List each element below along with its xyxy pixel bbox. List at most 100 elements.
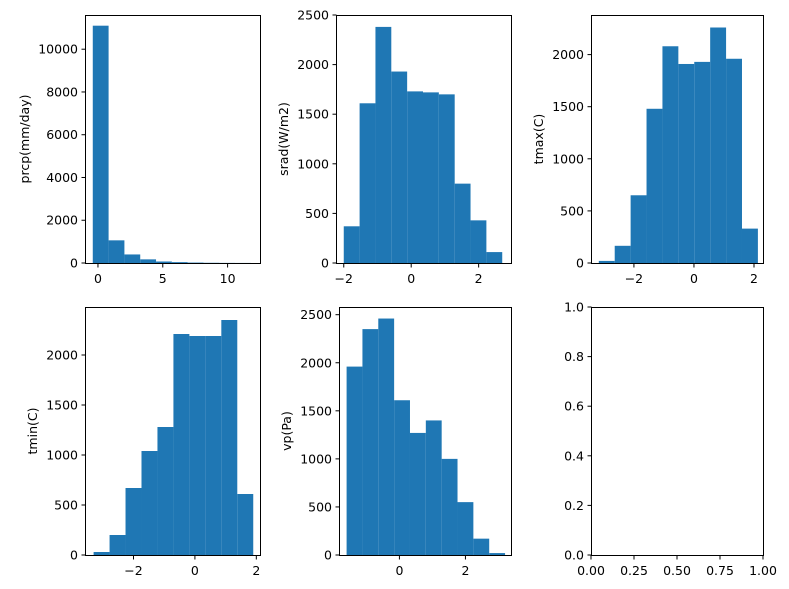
axes-frame	[336, 15, 512, 264]
x-tick-label: 0.50	[663, 563, 691, 578]
subplot-1: 0 5 10 0 2000 4000 6000 8000 10000 prcp(mm/day)	[17, 15, 261, 286]
histogram-bar	[489, 553, 506, 555]
y-tick-label: 2000	[552, 47, 584, 62]
histogram-bar	[486, 252, 503, 263]
histogram-bar	[189, 336, 206, 555]
y-tick-label: 0.6	[564, 399, 584, 414]
y-tick-label: 2000	[300, 355, 332, 370]
y-tick-label: 500	[308, 499, 332, 514]
y-axis-label: tmax(C)	[531, 114, 546, 165]
x-tick-label: 0	[407, 271, 415, 286]
histogram-bar	[473, 538, 490, 555]
histogram-bar	[141, 451, 158, 555]
histogram-bar	[407, 91, 423, 263]
histogram-bar	[614, 245, 631, 263]
subplot-5: 0 2 0 500 1000 1500 2000 2500 vp(Pa)	[279, 307, 512, 578]
histogram-bar	[470, 220, 487, 263]
y-tick-label: 0	[70, 548, 78, 563]
histogram-bar	[205, 336, 222, 555]
y-tick-label: 8000	[46, 84, 78, 99]
axes-frame	[85, 15, 261, 264]
y-tick-label: 0.2	[564, 498, 584, 513]
histogram-bar	[359, 103, 376, 264]
x-tick-label: 10	[220, 271, 236, 286]
y-tick-label: 2000	[46, 213, 78, 228]
y-tick-label: 10000	[38, 42, 78, 57]
y-tick-label: 0	[321, 256, 329, 271]
y-tick-label: 2500	[300, 307, 332, 322]
axes-frame	[591, 15, 764, 264]
subplot-2: −2 0 2 0 500 1000 1500 2000 2500 srad(W/m2)	[276, 8, 512, 286]
y-tick-label: 1.0	[564, 300, 584, 315]
y-tick-label: 2000	[46, 348, 78, 363]
histogram-bar	[109, 535, 126, 555]
y-axis-label: tmin(C)	[25, 408, 40, 455]
histogram-bar	[391, 71, 408, 263]
histogram-bar	[140, 259, 157, 263]
histogram-bar	[156, 261, 172, 263]
y-tick-label: 500	[54, 498, 78, 513]
x-tick-label: 0	[395, 563, 403, 578]
histogram-bars	[346, 318, 506, 555]
subplot-4: −2 0 2 0 500 1000 1500 2000 tmin(C)	[25, 307, 261, 578]
histogram-bar	[425, 420, 442, 555]
subplot-3: −2 0 2 0 500 1000 1500 2000 tmax(C)	[531, 15, 764, 286]
y-tick-label: 0	[576, 256, 584, 271]
y-tick-label: 1500	[297, 107, 329, 122]
x-tick-label: 0	[94, 271, 102, 286]
histogram-bar	[375, 26, 392, 264]
histogram-bars	[93, 320, 254, 555]
y-axis-label: srad(W/m2)	[276, 102, 291, 176]
y-tick-label: 1000	[552, 151, 584, 166]
axes-frame	[85, 307, 261, 556]
x-tick-label: 2	[750, 271, 758, 286]
x-tick-label: 2	[461, 563, 469, 578]
histogram-bar	[125, 488, 142, 555]
histogram-bar	[409, 432, 426, 555]
x-tick-label: 2	[475, 271, 483, 286]
histogram-bar	[438, 94, 455, 263]
y-tick-label: 500	[560, 203, 584, 218]
x-tick-label: 0.25	[620, 563, 648, 578]
y-tick-label: 1000	[300, 451, 332, 466]
y-tick-label: 0.8	[564, 349, 584, 364]
histogram-bar	[662, 46, 679, 264]
y-tick-label: 0	[70, 256, 78, 271]
histogram-bar	[108, 240, 125, 263]
histogram-bars	[598, 27, 758, 264]
y-tick-label: 2000	[297, 57, 329, 72]
histogram-bar	[394, 400, 410, 555]
y-tick-label: 500	[305, 206, 329, 221]
histogram-bar	[710, 27, 727, 264]
y-tick-label: 1000	[46, 448, 78, 463]
histogram-bar	[157, 427, 174, 555]
histogram-bar	[598, 260, 615, 263]
histogram-bar	[221, 320, 238, 555]
histogram-bar	[173, 334, 190, 555]
y-tick-label: 0.0	[564, 548, 584, 563]
histogram-bar	[694, 61, 711, 264]
x-tick-label: −2	[124, 563, 142, 578]
histogram-bar	[726, 58, 742, 263]
y-tick-label: 1000	[297, 156, 329, 171]
y-axis-label: prcp(mm/day)	[17, 95, 32, 184]
histogram-bars	[343, 26, 503, 264]
histogram-bar	[457, 502, 474, 555]
x-tick-label: 5	[159, 271, 167, 286]
y-tick-label: 6000	[46, 127, 78, 142]
histogram-bar	[441, 458, 458, 555]
x-tick-label: 0	[690, 271, 698, 286]
y-tick-label: 1500	[552, 99, 584, 114]
histogram-bar	[343, 226, 360, 263]
histogram-bar	[362, 329, 379, 555]
histogram-bar	[92, 25, 109, 264]
x-tick-label: 2	[252, 563, 260, 578]
histogram-bar	[346, 366, 363, 555]
y-tick-label: 1500	[300, 403, 332, 418]
histogram-bar	[378, 318, 395, 555]
y-axis-label: vp(Pa)	[279, 411, 294, 451]
y-tick-label: 0.4	[564, 448, 584, 463]
x-tick-label: 0	[191, 563, 199, 578]
x-tick-label: 1.00	[749, 563, 777, 578]
